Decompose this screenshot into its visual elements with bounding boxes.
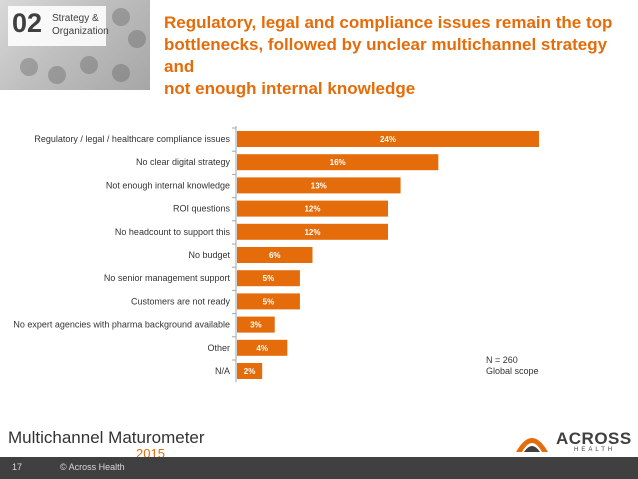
category-label: ROI questions xyxy=(173,204,231,214)
category-label: N/A xyxy=(215,366,230,376)
sample-size: N = 260 xyxy=(486,355,518,365)
bar xyxy=(237,363,263,379)
bar-value-label: 5% xyxy=(263,274,275,283)
decor-figure-icon xyxy=(80,56,98,74)
bar xyxy=(237,177,401,194)
decor-figure-icon xyxy=(112,64,130,82)
logo-sub: HEALTH xyxy=(574,447,616,453)
bar xyxy=(237,200,388,217)
bar-value-label: 5% xyxy=(263,297,275,306)
category-label: Not enough internal knowledge xyxy=(106,180,230,190)
slide-title-line1: Regulatory, legal and compliance issues … xyxy=(164,13,613,32)
section-tile: 02 Strategy & Organization xyxy=(0,0,150,90)
bar-chart: Regulatory / legal / healthcare complian… xyxy=(13,126,539,383)
section-label-line2: Organization xyxy=(52,26,109,37)
bar xyxy=(237,247,313,263)
bar-value-label: 16% xyxy=(330,158,346,167)
bar xyxy=(237,339,288,356)
category-label: No clear digital strategy xyxy=(136,157,231,167)
category-label: Regulatory / legal / healthcare complian… xyxy=(34,134,230,144)
page-number: 17 xyxy=(12,462,23,472)
bar-value-label: 13% xyxy=(311,181,327,190)
logo-name: ACROSS xyxy=(556,429,632,448)
bar-value-label: 24% xyxy=(380,135,396,144)
category-label: No headcount to support this xyxy=(115,227,231,237)
category-label: Other xyxy=(207,343,230,353)
bar xyxy=(237,131,539,147)
sample-note: N = 260 Global scope xyxy=(486,355,539,377)
footer: 17 © Across Health xyxy=(0,457,638,479)
brand-name: Multichannel Maturometer xyxy=(8,428,205,447)
bar-value-label: 12% xyxy=(304,228,320,237)
section-label: Strategy & Organization xyxy=(52,12,112,38)
category-label: No senior management support xyxy=(104,273,231,283)
slide-title: Regulatory, legal and compliance issues … xyxy=(164,12,624,100)
slide-title-line3: not enough internal knowledge xyxy=(164,79,416,98)
bar xyxy=(237,293,300,310)
decor-figure-icon xyxy=(112,8,130,26)
section-number: 02 xyxy=(12,8,43,38)
header: 02 Strategy & Organization Regulatory, l… xyxy=(0,0,638,98)
section-label-line1: Strategy & xyxy=(52,13,99,24)
bar xyxy=(237,270,300,287)
category-label: No budget xyxy=(188,250,230,260)
category-label: Customers are not ready xyxy=(131,296,231,306)
decor-figure-icon xyxy=(20,58,38,76)
bar-value-label: 6% xyxy=(269,251,281,260)
bar-value-label: 12% xyxy=(304,205,320,214)
bar xyxy=(237,316,275,333)
bar xyxy=(237,223,388,240)
bar xyxy=(237,154,439,171)
decor-figure-icon xyxy=(48,66,66,84)
slide-title-line2: bottlenecks, followed by unclear multich… xyxy=(164,35,608,76)
decor-figure-icon xyxy=(128,30,146,48)
copyright: © Across Health xyxy=(60,462,125,472)
section-label-box xyxy=(8,6,106,46)
across-logo-icon xyxy=(516,438,548,452)
scope-label: Global scope xyxy=(486,366,539,376)
bar-value-label: 2% xyxy=(244,367,256,376)
category-label: No expert agencies with pharma backgroun… xyxy=(13,320,230,330)
bar-value-label: 4% xyxy=(256,344,268,353)
bar-value-label: 3% xyxy=(250,321,262,330)
